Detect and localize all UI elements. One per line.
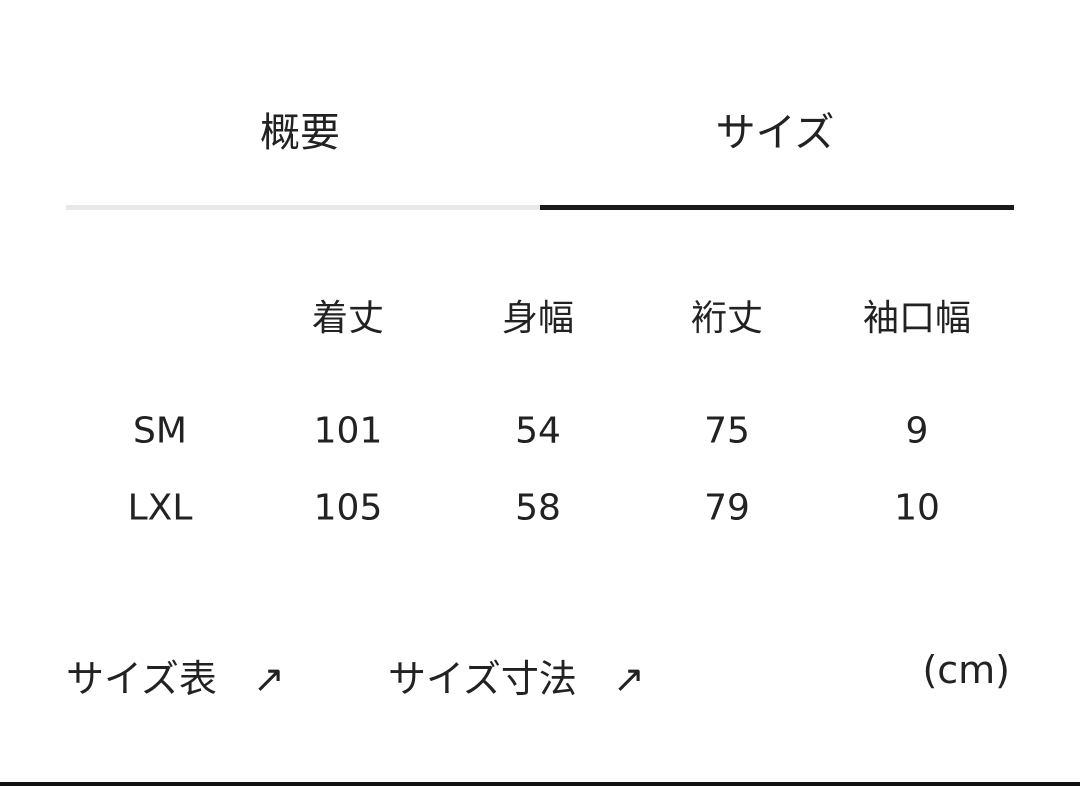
column-header: 袖口幅 xyxy=(862,298,972,339)
tab-underline-active xyxy=(540,205,1014,210)
table-cell: 54 xyxy=(515,410,561,452)
table-cell: 58 xyxy=(515,487,561,529)
table-cell: 10 xyxy=(894,487,940,529)
link-label: サイズ表 xyxy=(66,657,217,701)
tab-overview[interactable]: 概要 xyxy=(260,110,340,156)
table-cell: 79 xyxy=(704,487,750,529)
tab-size[interactable]: サイズ xyxy=(715,110,835,156)
unit-label: (cm) xyxy=(922,648,1010,692)
tab-underline-inactive xyxy=(66,205,540,210)
column-header: 裄丈 xyxy=(690,298,764,339)
arrow-up-right-icon: ↗ xyxy=(612,657,645,701)
divider xyxy=(0,782,1080,786)
arrow-up-right-icon: ↗ xyxy=(252,657,285,701)
row-header: LXL xyxy=(127,487,193,529)
column-header: 着丈 xyxy=(311,298,385,339)
size-chart-link[interactable]: サイズ表 ↗ xyxy=(66,648,285,703)
table-cell: 105 xyxy=(313,487,383,529)
table-cell: 75 xyxy=(704,410,750,452)
table-cell: 9 xyxy=(905,410,929,452)
table-cell: 101 xyxy=(313,410,383,452)
link-label: サイズ寸法 xyxy=(388,657,577,701)
size-measurement-link[interactable]: サイズ寸法 ↗ xyxy=(388,648,645,703)
column-header: 身幅 xyxy=(501,298,575,339)
row-header: SM xyxy=(133,410,187,452)
